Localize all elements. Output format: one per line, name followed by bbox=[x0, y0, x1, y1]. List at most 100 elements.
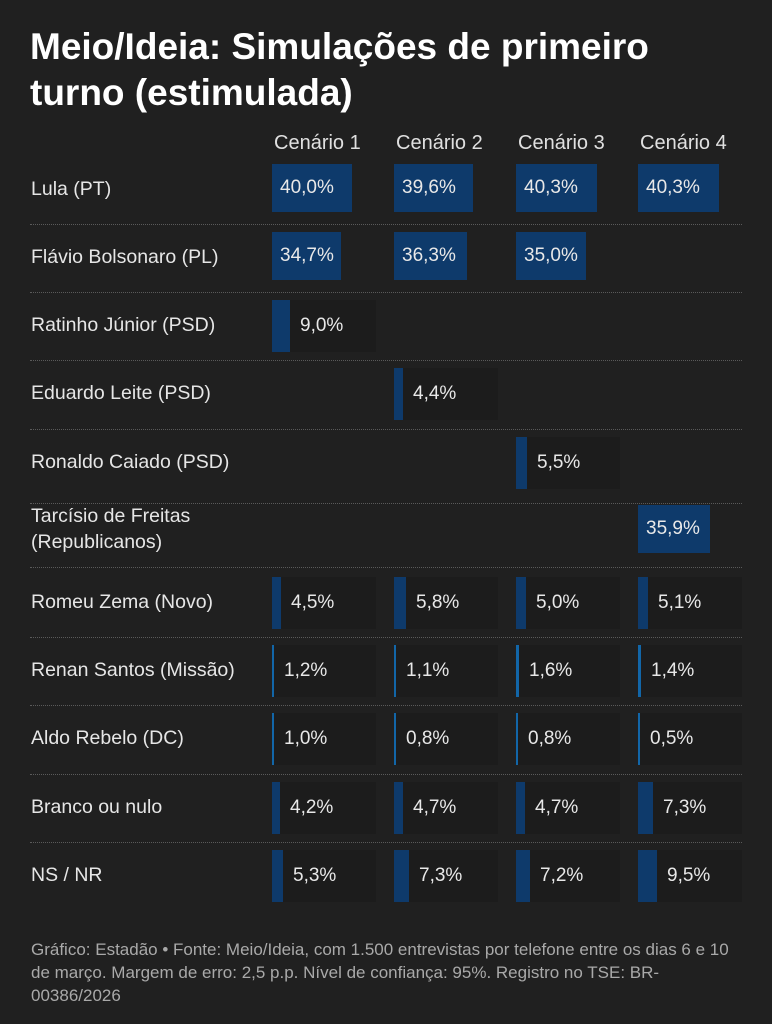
value-bar bbox=[638, 782, 653, 834]
value-label: 1,6% bbox=[529, 660, 573, 681]
value-bar bbox=[394, 645, 396, 697]
value-bar bbox=[516, 713, 518, 765]
row-separator bbox=[30, 567, 742, 568]
value-bar bbox=[516, 437, 527, 489]
value-bar bbox=[394, 577, 406, 629]
row-label: Aldo Rebelo (DC) bbox=[31, 727, 184, 749]
row-separator bbox=[30, 705, 742, 706]
table-row: Ratinho Júnior (PSD) 9,0% bbox=[0, 300, 772, 352]
cell-background bbox=[516, 645, 620, 697]
table-row: Lula (PT) 40,0% 39,6% 40,3% 40,3% bbox=[0, 164, 772, 216]
value-label: 7,2% bbox=[540, 865, 584, 886]
value-label: 5,5% bbox=[537, 452, 581, 473]
cell-background bbox=[272, 645, 376, 697]
value-bar bbox=[272, 300, 290, 352]
row-separator bbox=[30, 503, 742, 504]
cell-background bbox=[394, 782, 498, 834]
value-bar bbox=[638, 164, 719, 212]
table-row: Eduardo Leite (PSD) 4,4% bbox=[0, 368, 772, 420]
row-label: Renan Santos (Missão) bbox=[31, 659, 235, 681]
chart-title: Meio/Ideia: Simulações de primeiro turno… bbox=[30, 26, 649, 113]
value-label: 35,9% bbox=[646, 518, 700, 539]
column-header-4: Cenário 4 bbox=[640, 132, 727, 154]
table-row: Romeu Zema (Novo) 4,5% 5,8% 5,0% 5,1% bbox=[0, 577, 772, 629]
value-label: 5,1% bbox=[658, 592, 702, 613]
row-label: Branco ou nulo bbox=[31, 796, 163, 818]
cell-background bbox=[516, 713, 620, 765]
value-bar bbox=[394, 232, 467, 280]
row-label: Eduardo Leite (PSD) bbox=[31, 382, 211, 404]
row-separator bbox=[30, 292, 742, 293]
cell-background bbox=[272, 713, 376, 765]
value-label: 1,2% bbox=[284, 660, 328, 681]
value-bar bbox=[272, 577, 281, 629]
cell-background bbox=[638, 645, 742, 697]
value-label: 7,3% bbox=[419, 865, 463, 886]
row-separator bbox=[30, 774, 742, 775]
row-separator bbox=[30, 429, 742, 430]
value-label: 40,0% bbox=[280, 177, 334, 198]
table-row: Renan Santos (Missão) 1,2% 1,1% 1,6% 1,4% bbox=[0, 645, 772, 697]
value-bar bbox=[272, 850, 283, 902]
row-label: Flávio Bolsonaro (PL) bbox=[31, 246, 219, 268]
value-bar bbox=[638, 713, 640, 765]
cell-background bbox=[516, 850, 620, 902]
value-bar bbox=[272, 782, 280, 834]
cell-background bbox=[516, 577, 620, 629]
value-label: 40,3% bbox=[524, 177, 578, 198]
cell-background bbox=[638, 577, 742, 629]
value-label: 1,1% bbox=[406, 660, 450, 681]
value-label: 9,5% bbox=[667, 865, 711, 886]
row-label: NS / NR bbox=[31, 864, 103, 886]
value-bar bbox=[638, 850, 657, 902]
row-separator bbox=[30, 842, 742, 843]
value-label: 1,0% bbox=[284, 728, 328, 749]
value-bar bbox=[638, 645, 641, 697]
value-bar bbox=[272, 645, 274, 697]
value-label: 39,6% bbox=[402, 177, 456, 198]
cell-background bbox=[272, 782, 376, 834]
value-label: 4,7% bbox=[535, 797, 579, 818]
value-label: 5,3% bbox=[293, 865, 337, 886]
value-label: 4,2% bbox=[290, 797, 334, 818]
row-label: Lula (PT) bbox=[31, 178, 112, 200]
value-bar bbox=[394, 850, 409, 902]
value-bar bbox=[394, 782, 403, 834]
value-bar bbox=[394, 368, 403, 420]
table-row: Branco ou nulo 4,2% 4,7% 4,7% 7,3% bbox=[0, 782, 772, 834]
value-bar bbox=[516, 782, 525, 834]
table-row: Aldo Rebelo (DC) 1,0% 0,8% 0,8% 0,5% bbox=[0, 713, 772, 765]
value-label: 0,8% bbox=[528, 728, 572, 749]
value-label: 0,8% bbox=[406, 728, 450, 749]
row-label: Ronaldo Caiado (PSD) bbox=[31, 451, 230, 473]
value-label: 0,5% bbox=[650, 728, 694, 749]
value-label: 4,4% bbox=[413, 383, 457, 404]
row-separator bbox=[30, 224, 742, 225]
value-bar bbox=[516, 164, 597, 212]
value-label: 4,5% bbox=[291, 592, 335, 613]
cell-background bbox=[394, 645, 498, 697]
value-label: 7,3% bbox=[663, 797, 707, 818]
value-label: 36,3% bbox=[402, 245, 456, 266]
value-bar bbox=[516, 232, 586, 280]
cell-background bbox=[394, 850, 498, 902]
cell-background bbox=[638, 713, 742, 765]
value-bar bbox=[516, 850, 530, 902]
value-bar bbox=[638, 505, 710, 553]
value-label: 5,0% bbox=[536, 592, 580, 613]
table-row: NS / NR 5,3% 7,3% 7,2% 9,5% bbox=[0, 850, 772, 902]
table-row: Tarcísio de Freitas (Republicanos) 35,9% bbox=[0, 505, 772, 557]
row-label: Tarcísio de Freitas (Republicanos) bbox=[31, 505, 191, 553]
value-bar bbox=[516, 645, 519, 697]
value-bar bbox=[394, 164, 473, 212]
value-bar bbox=[394, 713, 396, 765]
value-label: 40,3% bbox=[646, 177, 700, 198]
cell-background bbox=[272, 577, 376, 629]
row-label: Romeu Zema (Novo) bbox=[31, 591, 214, 613]
table-row: Flávio Bolsonaro (PL) 34,7% 36,3% 35,0% bbox=[0, 232, 772, 284]
value-bar bbox=[272, 713, 274, 765]
cell-background bbox=[272, 850, 376, 902]
value-label: 1,4% bbox=[651, 660, 695, 681]
column-header-2: Cenário 2 bbox=[396, 132, 483, 154]
value-bar bbox=[272, 232, 341, 280]
